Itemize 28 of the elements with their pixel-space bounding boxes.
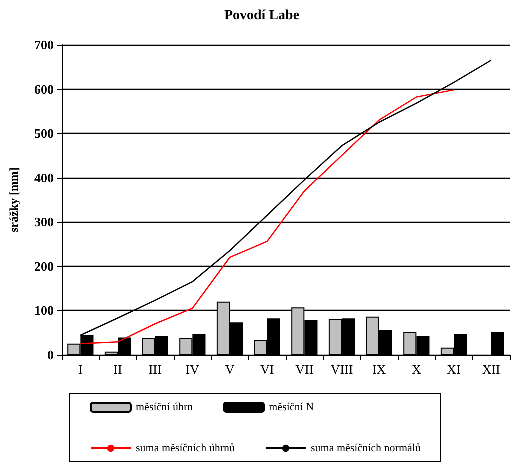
- legend-label: měsíční N: [269, 402, 314, 414]
- x-tick-label: I: [78, 362, 83, 377]
- y-axis-title: srážky [mm]: [7, 168, 21, 232]
- x-tick-label: V: [225, 362, 236, 377]
- chart-title: Povodí Labe: [224, 8, 300, 24]
- y-tick-label: 200: [34, 258, 54, 274]
- x-tick-label: II: [114, 362, 122, 377]
- y-tick-label: 100: [34, 303, 54, 318]
- bar: [491, 332, 504, 355]
- x-tick-label: IV: [186, 362, 200, 377]
- x-tick-label: VIII: [330, 362, 354, 377]
- y-tick-label: 400: [34, 170, 54, 186]
- line-series: [80, 90, 455, 345]
- x-tick-label: XI: [447, 362, 461, 377]
- x-tick-label: VI: [260, 362, 274, 377]
- y-tick-label: 300: [34, 214, 54, 230]
- x-tick-label: III: [148, 362, 162, 377]
- x-tick-label: VII: [296, 362, 314, 377]
- legend-label: suma měsíčních úhrnů: [136, 442, 236, 454]
- legend-label: měsíční úhrn: [136, 402, 194, 414]
- x-tick-label: IX: [372, 362, 387, 377]
- y-tick-label: 700: [34, 38, 54, 52]
- x-tick-label: XII: [482, 362, 500, 377]
- x-tick-label: X: [412, 362, 422, 377]
- legend-label: suma měsíčních normálů: [310, 442, 422, 454]
- y-tick-label: 600: [34, 82, 54, 97]
- y-tick-label: 0: [48, 348, 54, 362]
- y-tick-label: 500: [34, 126, 54, 142]
